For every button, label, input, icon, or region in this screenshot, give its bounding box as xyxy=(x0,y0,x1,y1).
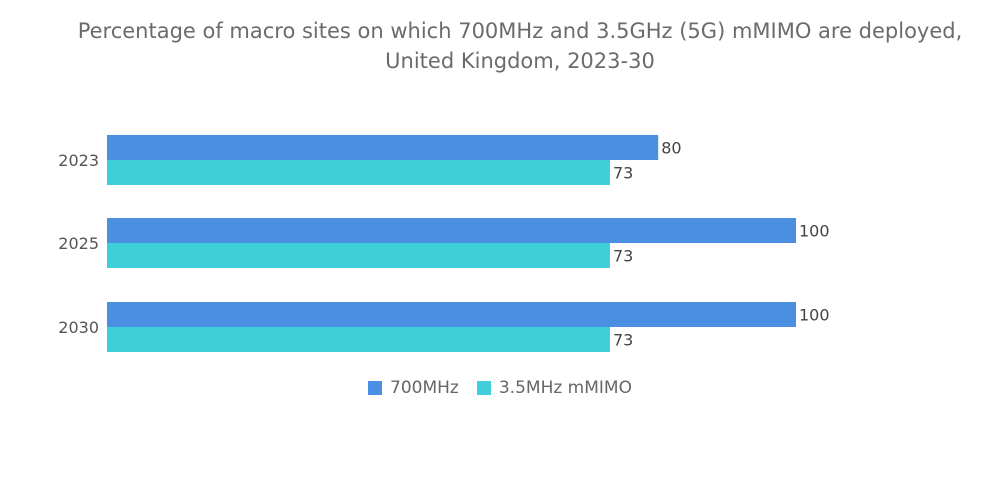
bar xyxy=(107,160,610,185)
bar xyxy=(107,327,610,352)
legend-label: 700MHz xyxy=(390,378,459,398)
bar xyxy=(107,243,610,268)
legend-label: 3.5MHz mMIMO xyxy=(498,378,632,398)
chart-title-line-2: United Kingdom, 2023-30 xyxy=(385,49,655,73)
bar xyxy=(107,302,796,327)
legend-swatch xyxy=(476,381,491,395)
chart-title: Percentage of macro sites on which 700MH… xyxy=(0,16,1000,76)
data-label: 73 xyxy=(613,331,633,350)
bar xyxy=(107,135,659,160)
legend-item-700mhz: 700MHz xyxy=(368,378,459,398)
data-label: 80 xyxy=(661,139,681,158)
data-label: 73 xyxy=(613,164,633,183)
legend-swatch xyxy=(368,381,383,395)
chart-title-line-1: Percentage of macro sites on which 700MH… xyxy=(77,19,963,43)
data-label: 73 xyxy=(613,247,633,266)
legend: 700MHz 3.5MHz mMIMO xyxy=(0,378,1000,398)
category-label: 2030 xyxy=(58,318,99,337)
category-label: 2023 xyxy=(58,151,99,170)
data-label: 100 xyxy=(799,222,830,241)
bar xyxy=(107,218,796,243)
legend-item-3-5mhz-mmimo: 3.5MHz mMIMO xyxy=(476,378,632,398)
data-label: 100 xyxy=(799,306,830,325)
category-label: 2025 xyxy=(58,234,99,253)
